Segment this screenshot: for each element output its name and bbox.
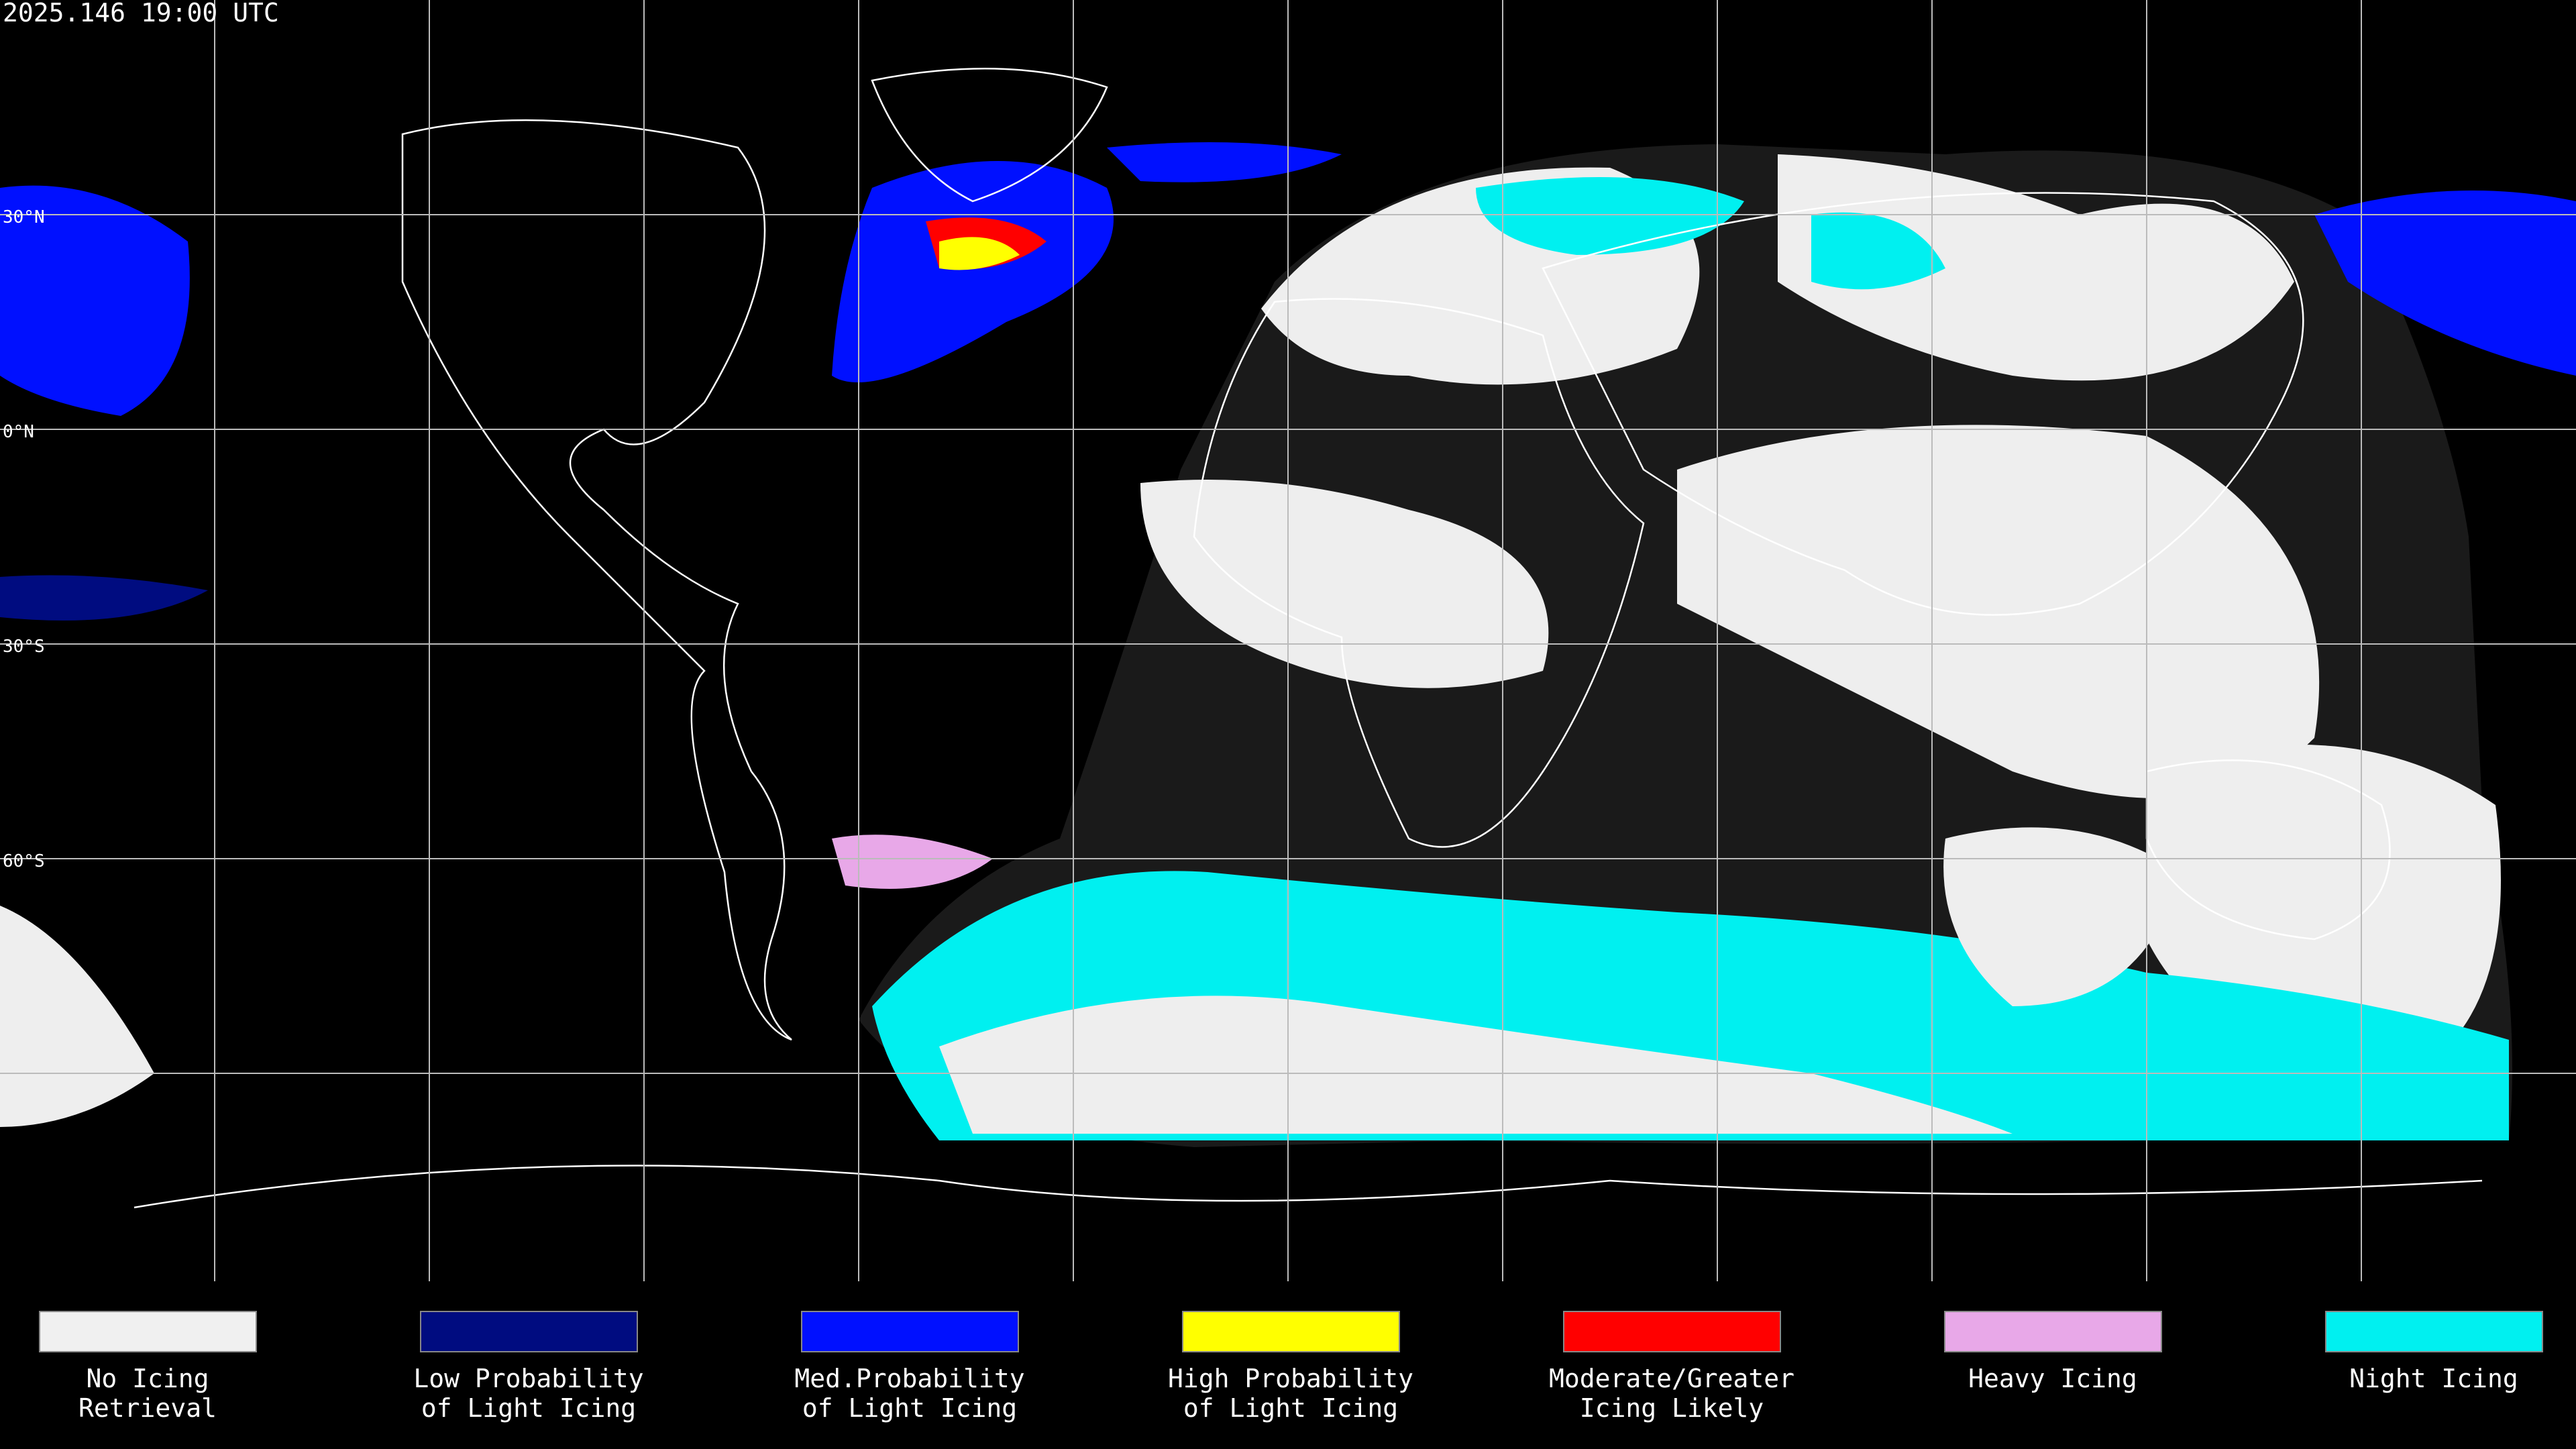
- greenland: [871, 68, 1108, 203]
- legend-swatch: [1182, 1311, 1400, 1352]
- legend-label: No Icing: [86, 1364, 209, 1393]
- timestamp: 2025.146 19:00 UTC: [3, 0, 279, 28]
- latitude-labels: 30°N 0°N 30°S 60°S: [3, 207, 45, 871]
- icing-low: [0, 575, 208, 621]
- legend-swatch: [801, 1311, 1019, 1352]
- legend-label: of Light Icing: [802, 1393, 1017, 1423]
- icing-med: [1107, 142, 1342, 182]
- graticule: [0, 0, 2576, 1281]
- icing-med: [0, 185, 190, 416]
- icing-high: [939, 237, 1020, 270]
- cloud: [1778, 154, 2294, 381]
- cloud: [939, 996, 2012, 1134]
- icing-med: [832, 161, 1114, 382]
- legend-swatch: [39, 1311, 257, 1352]
- night-cloud: [1476, 177, 1744, 255]
- latitude-label: 30°N: [3, 207, 45, 227]
- coastlines: [133, 68, 2483, 1209]
- legend-swatch: [2325, 1311, 2543, 1352]
- latitude-label: 0°N: [3, 422, 34, 442]
- icing-med: [2314, 191, 2576, 376]
- icing-heavy: [832, 835, 993, 889]
- antarctica: [133, 1165, 2483, 1209]
- legend-label: Icing Likely: [1580, 1393, 1764, 1423]
- legend-label: Moderate/Greater: [1549, 1364, 1794, 1393]
- legend-label: Night Icing: [2349, 1364, 2518, 1393]
- legend-swatch: [1563, 1311, 1781, 1352]
- legend-label: of Light Icing: [421, 1393, 636, 1423]
- legend-label: Med.Probability: [794, 1364, 1024, 1393]
- australia: [2145, 759, 2391, 941]
- cloud: [1140, 480, 1549, 688]
- legend-label: of Light Icing: [1183, 1393, 1398, 1423]
- latitude-label: 30°S: [3, 637, 45, 657]
- asia: [1542, 192, 2304, 616]
- africa-europe: [1193, 298, 1645, 848]
- legend-label: Heavy Icing: [1968, 1364, 2137, 1393]
- cloud: [0, 906, 154, 1127]
- night-cloud: [1811, 212, 1945, 290]
- legend-label: Retrieval: [78, 1393, 217, 1423]
- legend-swatch: [420, 1311, 638, 1352]
- legend-swatch: [1944, 1311, 2162, 1352]
- cloud: [1677, 425, 2320, 798]
- legend-label: High Probability: [1168, 1364, 1413, 1393]
- latitude-label: 60°S: [3, 851, 45, 871]
- cloud: [1943, 827, 2180, 1006]
- cloud-field: [0, 142, 2576, 1147]
- legend-label: Low Probability: [413, 1364, 643, 1393]
